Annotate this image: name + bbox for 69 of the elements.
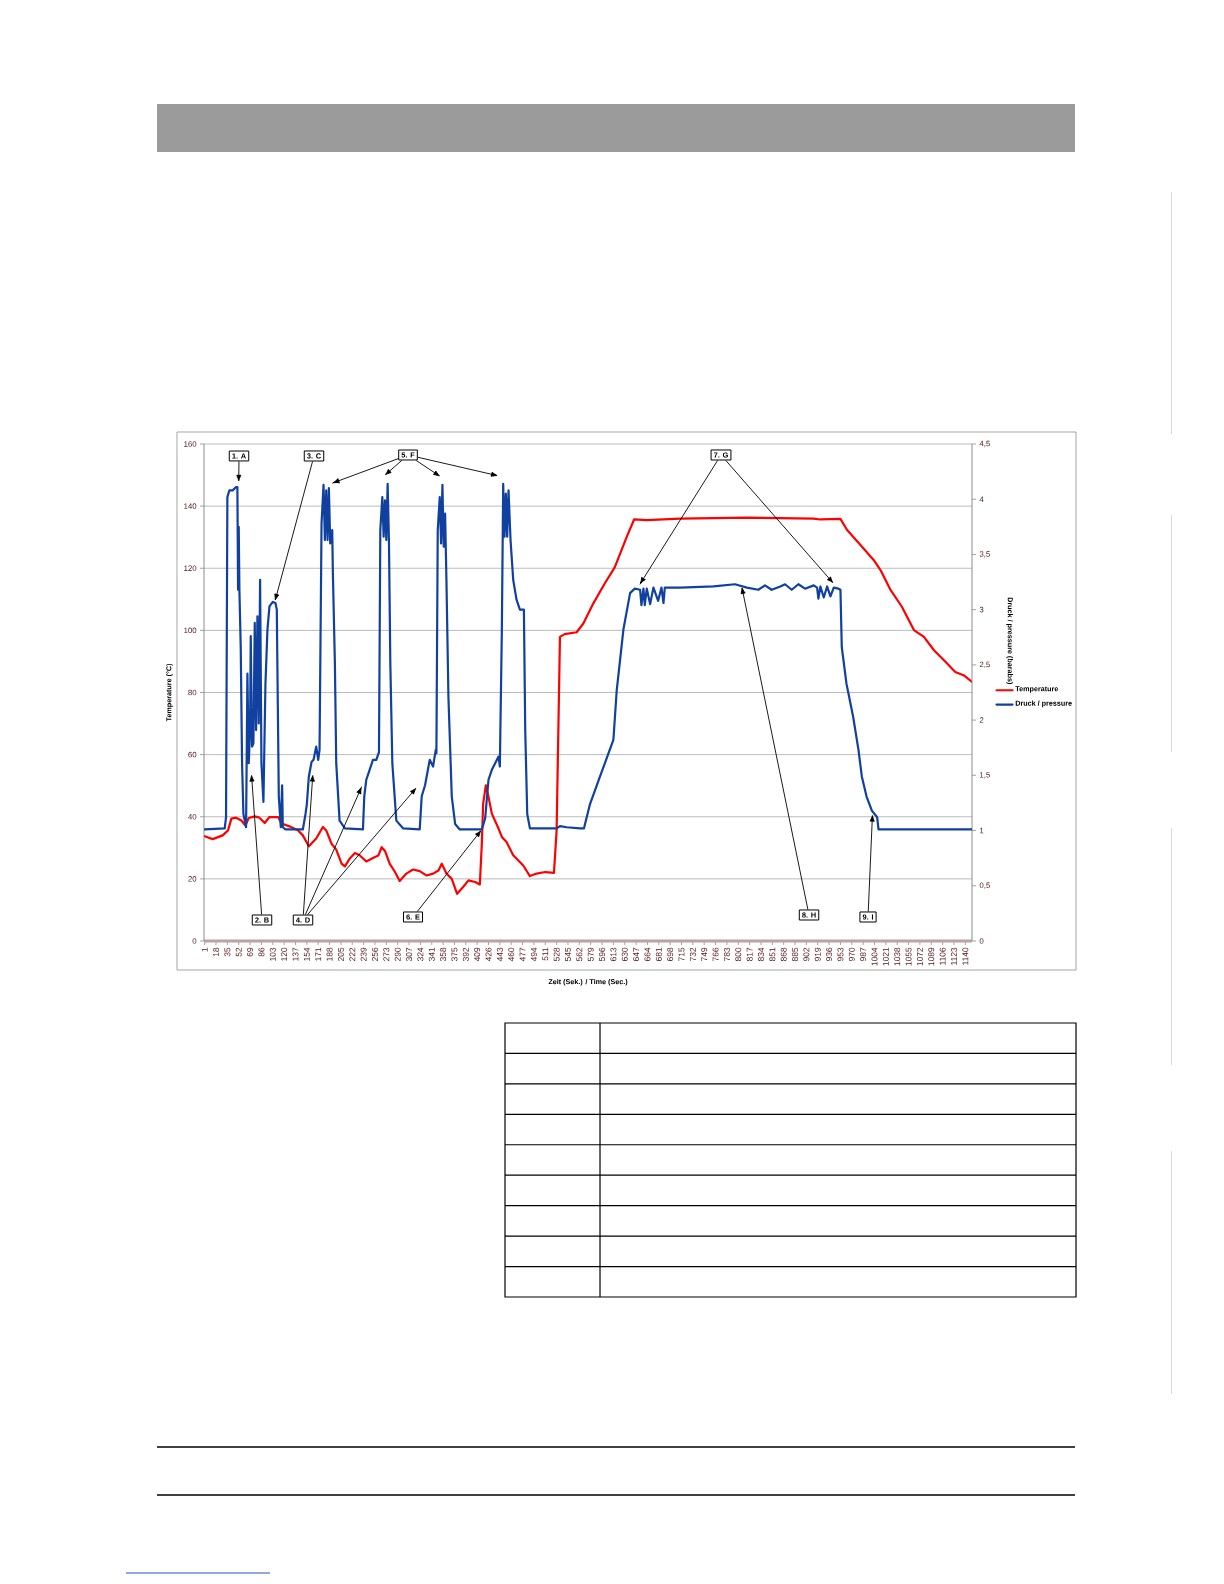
x-tick-label: 953 xyxy=(837,947,844,961)
x-tick-label: 511 xyxy=(542,947,549,961)
x-tick-label: 239 xyxy=(360,947,367,961)
x-tick-label: 1055 xyxy=(905,947,912,966)
x-tick-label: 562 xyxy=(576,947,583,962)
x-tick-label: 732 xyxy=(689,947,696,961)
x-tick-label: 715 xyxy=(678,947,685,961)
x-tick-label: 273 xyxy=(383,947,390,961)
x-tick-label: 613 xyxy=(610,947,617,961)
x-tick-label: 154 xyxy=(303,947,310,961)
x-tick-label: 579 xyxy=(587,947,594,962)
x-tick-label: 783 xyxy=(723,947,730,961)
x-tick-label: 1123 xyxy=(951,947,957,965)
x-tick-label: 800 xyxy=(735,947,742,962)
x-tick-label: 1021 xyxy=(882,947,889,966)
x-tick-label: 1038 xyxy=(894,947,901,966)
x-tick-label: 936 xyxy=(826,947,833,961)
x-tick-label: 834 xyxy=(757,947,764,962)
x-tick-label: 409 xyxy=(474,947,481,962)
x-tick-label: 1 xyxy=(201,947,208,952)
x-tick-label: 885 xyxy=(792,947,799,962)
x-tick-label: 375 xyxy=(451,947,458,962)
x-tick-label: 137 xyxy=(292,947,299,961)
x-tick-label: 426 xyxy=(485,947,492,962)
x-tick-label: 970 xyxy=(848,947,855,961)
line-series xyxy=(204,516,973,895)
x-tick-label: 120 xyxy=(281,947,288,961)
x-tick-label: 919 xyxy=(814,947,821,961)
x-tick-label: 86 xyxy=(258,947,265,957)
x-tick-label: 1072 xyxy=(916,947,923,966)
x-tick-label: 18 xyxy=(213,947,220,957)
x-tick-label: 630 xyxy=(621,947,628,961)
x-tick-label: 987 xyxy=(860,947,867,961)
x-tick-label: 35 xyxy=(224,947,231,957)
x-tick-label: 477 xyxy=(519,947,526,962)
x-tick-label: 545 xyxy=(565,947,571,962)
x-tick-label: 171 xyxy=(315,947,322,961)
x-tick-label: 868 xyxy=(780,947,787,962)
x-tick-label: 324 xyxy=(417,947,424,962)
x-tick-label: 494 xyxy=(530,947,537,962)
x-tick-label: 222 xyxy=(349,947,356,961)
x-tick-label: 596 xyxy=(599,947,606,962)
x-tick-label: 358 xyxy=(440,947,447,962)
x-tick-label: 52 xyxy=(235,947,242,957)
x-tick-label: 1089 xyxy=(928,947,935,966)
x-tick-label: 1140 xyxy=(962,947,969,965)
x-tick-label: 698 xyxy=(667,947,674,961)
x-tick-label: 290 xyxy=(394,947,401,961)
x-tick-label: 817 xyxy=(746,947,753,962)
x-tick-label: 307 xyxy=(406,947,413,962)
x-tick-label: 103 xyxy=(269,947,276,961)
x-tick-label: 69 xyxy=(247,947,254,957)
x-tick-label: 341 xyxy=(428,947,435,962)
x-tick-label: 443 xyxy=(496,947,503,962)
x-tick-label: 749 xyxy=(701,947,708,961)
x-tick-label: 851 xyxy=(769,947,776,962)
x-tick-label: 1106 xyxy=(939,947,946,965)
x-tick-label: 528 xyxy=(553,947,560,962)
x-tick-label: 460 xyxy=(508,947,515,962)
x-tick-label: 205 xyxy=(337,947,344,961)
x-tick-label: 188 xyxy=(326,947,333,961)
x-tick-label: 647 xyxy=(633,947,640,961)
x-tick-label: 664 xyxy=(644,947,651,961)
x-tick-label: 766 xyxy=(712,947,719,961)
x-tick-label: 902 xyxy=(803,947,810,961)
x-tick-label: 392 xyxy=(462,947,469,962)
x-tick-label: 256 xyxy=(371,947,378,961)
x-tick-label: 1004 xyxy=(871,947,878,966)
x-tick-label: 681 xyxy=(655,947,662,961)
